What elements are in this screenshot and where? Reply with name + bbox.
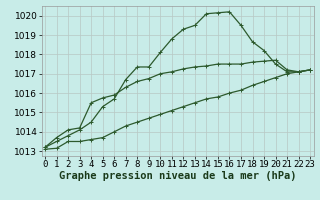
X-axis label: Graphe pression niveau de la mer (hPa): Graphe pression niveau de la mer (hPa) — [59, 171, 296, 181]
